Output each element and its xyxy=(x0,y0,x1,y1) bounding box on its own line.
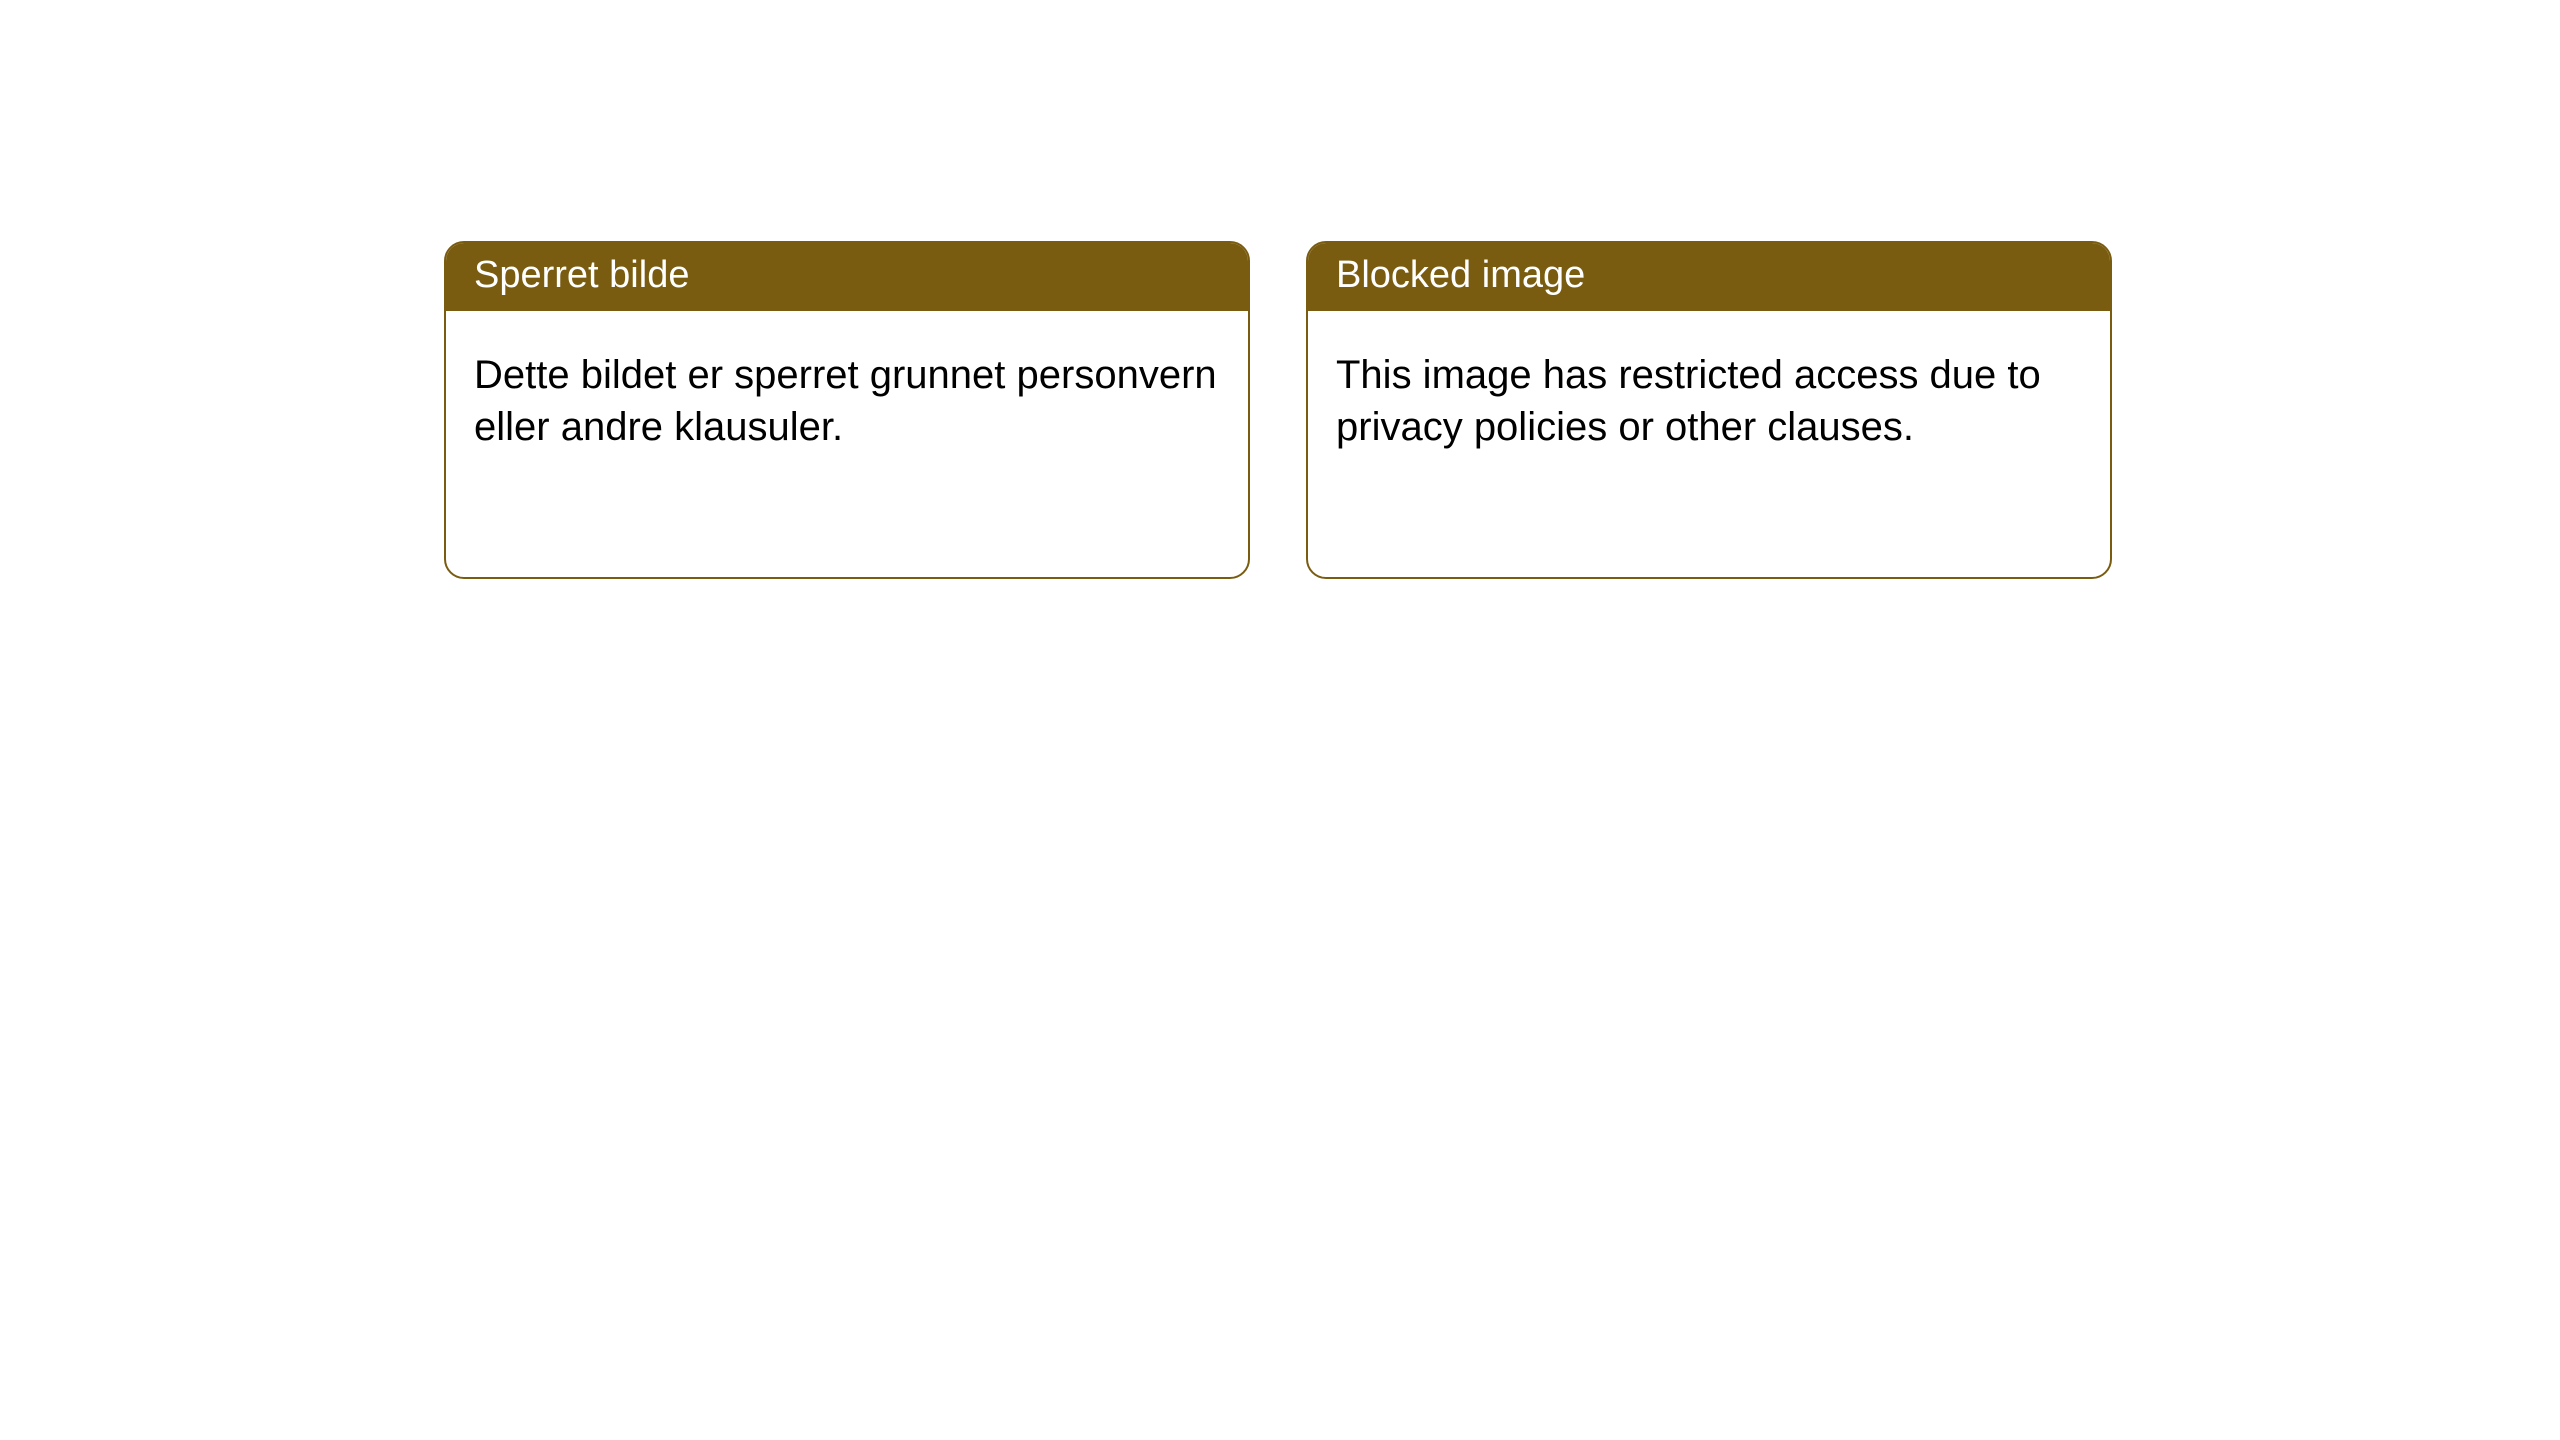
card-body: Dette bildet er sperret grunnet personve… xyxy=(446,311,1248,491)
card-title: Sperret bilde xyxy=(474,254,689,296)
card-body-text: This image has restricted access due to … xyxy=(1336,353,2041,449)
blocked-image-card-norwegian: Sperret bilde Dette bildet er sperret gr… xyxy=(444,241,1250,579)
card-body: This image has restricted access due to … xyxy=(1308,311,2110,491)
card-header: Blocked image xyxy=(1308,243,2110,311)
blocked-image-card-english: Blocked image This image has restricted … xyxy=(1306,241,2112,579)
cards-container: Sperret bilde Dette bildet er sperret gr… xyxy=(0,0,2560,579)
card-header: Sperret bilde xyxy=(446,243,1248,311)
card-title: Blocked image xyxy=(1336,254,1585,296)
card-body-text: Dette bildet er sperret grunnet personve… xyxy=(474,353,1217,449)
